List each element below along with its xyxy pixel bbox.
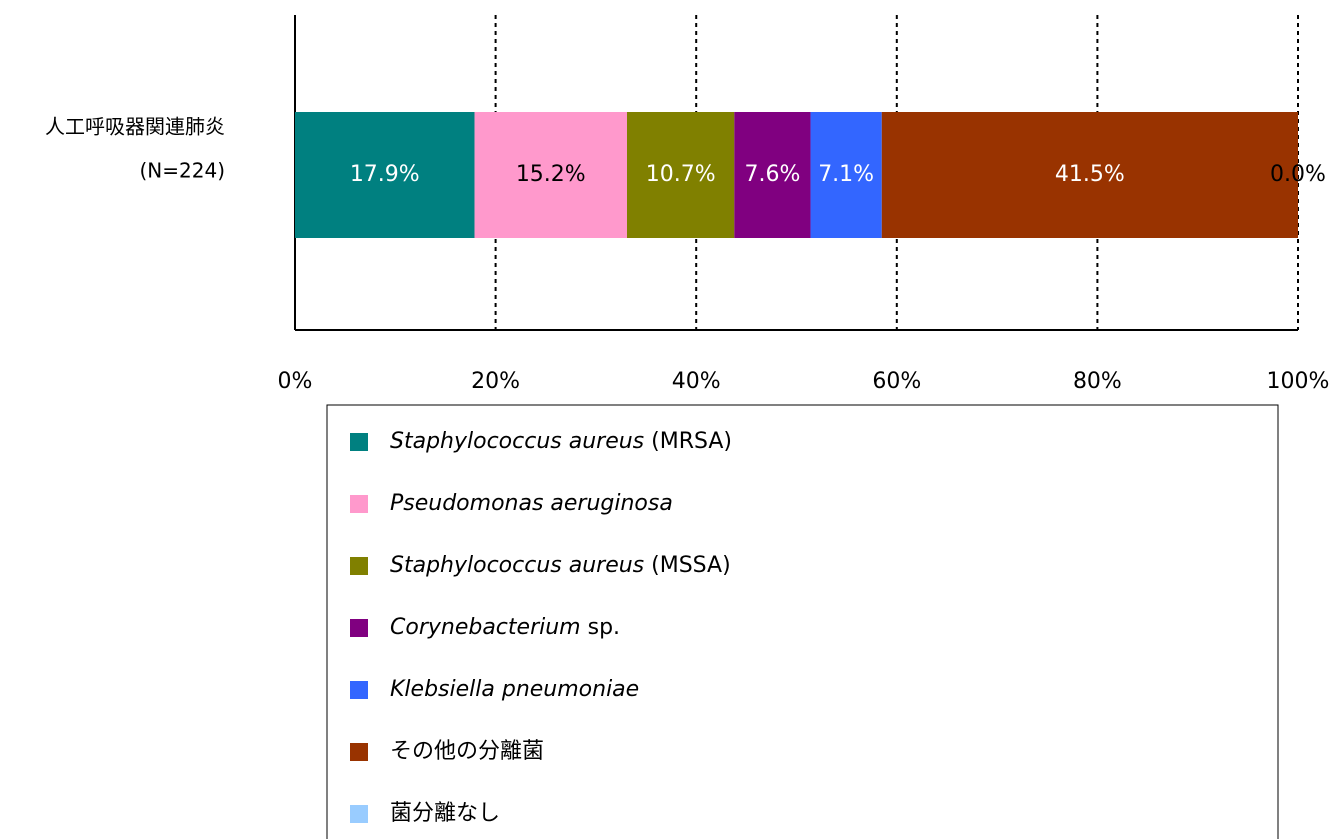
legend-label: Staphylococcus aureus (MRSA) (390, 429, 732, 454)
bar-segment (474, 112, 627, 238)
legend-swatch (350, 433, 368, 451)
legend-swatch (350, 495, 368, 513)
legend-label: 菌分離なし (390, 801, 500, 826)
legend-label: Pseudomonas aeruginosa (390, 491, 673, 516)
legend-swatch (350, 681, 368, 699)
y-tick-label: 人工呼吸器関連肺炎 (45, 115, 225, 139)
legend-box (326, 404, 1279, 839)
legend-swatch (350, 743, 368, 761)
x-tick-label: 80% (1073, 369, 1122, 394)
data-label: 17.9% (350, 162, 420, 187)
bar-segment (881, 112, 1298, 238)
y-tick-label: (N=224) (140, 159, 226, 183)
x-tick-label: 40% (672, 369, 721, 394)
legend-swatch (350, 619, 368, 637)
data-label: 7.1% (818, 162, 874, 187)
legend-label: Staphylococcus aureus (MSSA) (390, 553, 731, 578)
legend-swatch (350, 805, 368, 823)
legend-label: Klebsiella pneumoniae (390, 677, 639, 702)
legend-label: その他の分離菌 (390, 739, 544, 764)
data-label: 41.5% (1055, 162, 1125, 187)
x-tick-label: 100% (1267, 369, 1330, 394)
bar-segment (626, 112, 735, 238)
x-tick-label: 0% (278, 369, 313, 394)
data-label: 0.0% (1270, 162, 1326, 187)
bar-segment (810, 112, 882, 238)
legend-swatch (350, 557, 368, 575)
x-tick-label: 60% (872, 369, 921, 394)
data-label: 10.7% (646, 162, 716, 187)
legend-label: Corynebacterium sp. (390, 615, 620, 640)
bar-segment (295, 112, 475, 238)
data-label: 7.6% (744, 162, 800, 187)
data-label: 15.2% (516, 162, 586, 187)
x-tick-label: 20% (471, 369, 520, 394)
bar-segment (734, 112, 811, 238)
